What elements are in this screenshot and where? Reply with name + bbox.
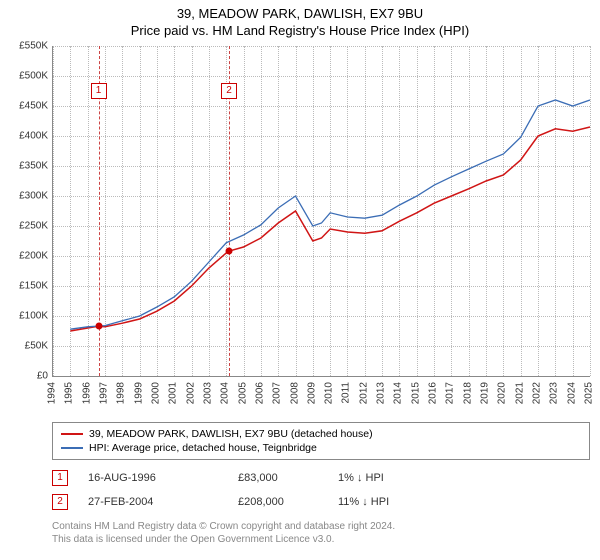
sale-row-date: 27-FEB-2004 xyxy=(88,496,218,508)
x-tick-label: 1994 xyxy=(47,382,58,404)
footer-line-2: This data is licensed under the Open Gov… xyxy=(52,533,590,546)
y-tick-label: £300K xyxy=(19,191,48,202)
legend: 39, MEADOW PARK, DAWLISH, EX7 9BU (detac… xyxy=(52,422,590,460)
x-tick-label: 2002 xyxy=(185,382,196,404)
sale-row-delta: 11% ↓ HPI xyxy=(338,496,389,508)
x-tick-label: 1995 xyxy=(64,382,75,404)
sale-dot xyxy=(95,323,102,330)
y-tick-label: £400K xyxy=(19,131,48,142)
legend-item: 39, MEADOW PARK, DAWLISH, EX7 9BU (detac… xyxy=(61,427,581,441)
y-tick-label: £500K xyxy=(19,71,48,82)
x-tick-label: 2006 xyxy=(254,382,265,404)
x-tick-label: 2013 xyxy=(376,382,387,404)
sale-row-price: £83,000 xyxy=(238,472,318,484)
sale-row-date: 16-AUG-1996 xyxy=(88,472,218,484)
legend-item: HPI: Average price, detached house, Teig… xyxy=(61,441,581,455)
x-tick-label: 2022 xyxy=(532,382,543,404)
legend-label: HPI: Average price, detached house, Teig… xyxy=(89,442,317,454)
title-main: 39, MEADOW PARK, DAWLISH, EX7 9BU xyxy=(10,6,590,21)
x-tick-label: 2014 xyxy=(393,382,404,404)
x-tick-label: 2019 xyxy=(480,382,491,404)
x-axis: 1994199519961997199819992000200120022003… xyxy=(52,378,590,414)
y-tick-label: £350K xyxy=(19,161,48,172)
x-tick-label: 1996 xyxy=(81,382,92,404)
x-tick-label: 2003 xyxy=(202,382,213,404)
y-tick-label: £0 xyxy=(37,371,48,382)
footer-line-1: Contains HM Land Registry data © Crown c… xyxy=(52,520,590,533)
y-axis: £0£50K£100K£150K£200K£250K£300K£350K£400… xyxy=(10,46,50,376)
y-tick-label: £50K xyxy=(25,341,48,352)
sale-row-marker: 2 xyxy=(52,494,68,510)
x-tick-label: 2017 xyxy=(445,382,456,404)
legend-swatch xyxy=(61,433,83,435)
x-tick-label: 2025 xyxy=(584,382,595,404)
x-tick-label: 2021 xyxy=(514,382,525,404)
gridline-v xyxy=(590,46,591,376)
x-tick-label: 2004 xyxy=(220,382,231,404)
line-layer xyxy=(53,46,590,376)
x-tick-label: 1998 xyxy=(116,382,127,404)
x-tick-label: 2010 xyxy=(324,382,335,404)
x-tick-label: 1999 xyxy=(133,382,144,404)
x-tick-label: 2012 xyxy=(358,382,369,404)
x-tick-label: 2001 xyxy=(168,382,179,404)
sale-marker: 2 xyxy=(221,83,237,99)
plot-area: 12 xyxy=(52,46,590,377)
x-tick-label: 2023 xyxy=(549,382,560,404)
y-tick-label: £150K xyxy=(19,281,48,292)
x-tick-label: 2005 xyxy=(237,382,248,404)
x-tick-label: 2018 xyxy=(462,382,473,404)
x-tick-label: 2007 xyxy=(272,382,283,404)
sale-row-delta: 1% ↓ HPI xyxy=(338,472,384,484)
x-tick-label: 2020 xyxy=(497,382,508,404)
sale-row-price: £208,000 xyxy=(238,496,318,508)
legend-swatch xyxy=(61,447,83,449)
x-tick-label: 2000 xyxy=(150,382,161,404)
sale-row-marker: 1 xyxy=(52,470,68,486)
series-line-price_paid xyxy=(70,127,590,331)
sale-dot xyxy=(225,248,232,255)
y-tick-label: £100K xyxy=(19,311,48,322)
y-tick-label: £450K xyxy=(19,101,48,112)
plot-outer: £0 £50K £100K £150K £200K £250K £300K £350K £400… xyxy=(10,46,590,416)
series-line-hpi xyxy=(70,100,590,329)
title-sub: Price paid vs. HM Land Registry's House … xyxy=(10,23,590,38)
sale-row: 2 27-FEB-2004 £208,000 11% ↓ HPI xyxy=(52,490,590,514)
y-tick-label: £250K xyxy=(19,221,48,232)
x-tick-label: 2011 xyxy=(341,382,352,404)
sale-marker: 1 xyxy=(91,83,107,99)
legend-label: 39, MEADOW PARK, DAWLISH, EX7 9BU (detac… xyxy=(89,428,373,440)
x-tick-label: 2015 xyxy=(410,382,421,404)
sale-row: 1 16-AUG-1996 £83,000 1% ↓ HPI xyxy=(52,466,590,490)
x-tick-label: 2009 xyxy=(306,382,317,404)
chart-container: 39, MEADOW PARK, DAWLISH, EX7 9BU Price … xyxy=(0,0,600,552)
y-tick-label: £550K xyxy=(19,41,48,52)
x-tick-label: 2008 xyxy=(289,382,300,404)
x-tick-label: 1997 xyxy=(98,382,109,404)
footer: Contains HM Land Registry data © Crown c… xyxy=(52,520,590,546)
y-tick-label: £200K xyxy=(19,251,48,262)
sales-list: 1 16-AUG-1996 £83,000 1% ↓ HPI 2 27-FEB-2004 £… xyxy=(52,466,590,514)
x-tick-label: 2024 xyxy=(566,382,577,404)
x-tick-label: 2016 xyxy=(428,382,439,404)
